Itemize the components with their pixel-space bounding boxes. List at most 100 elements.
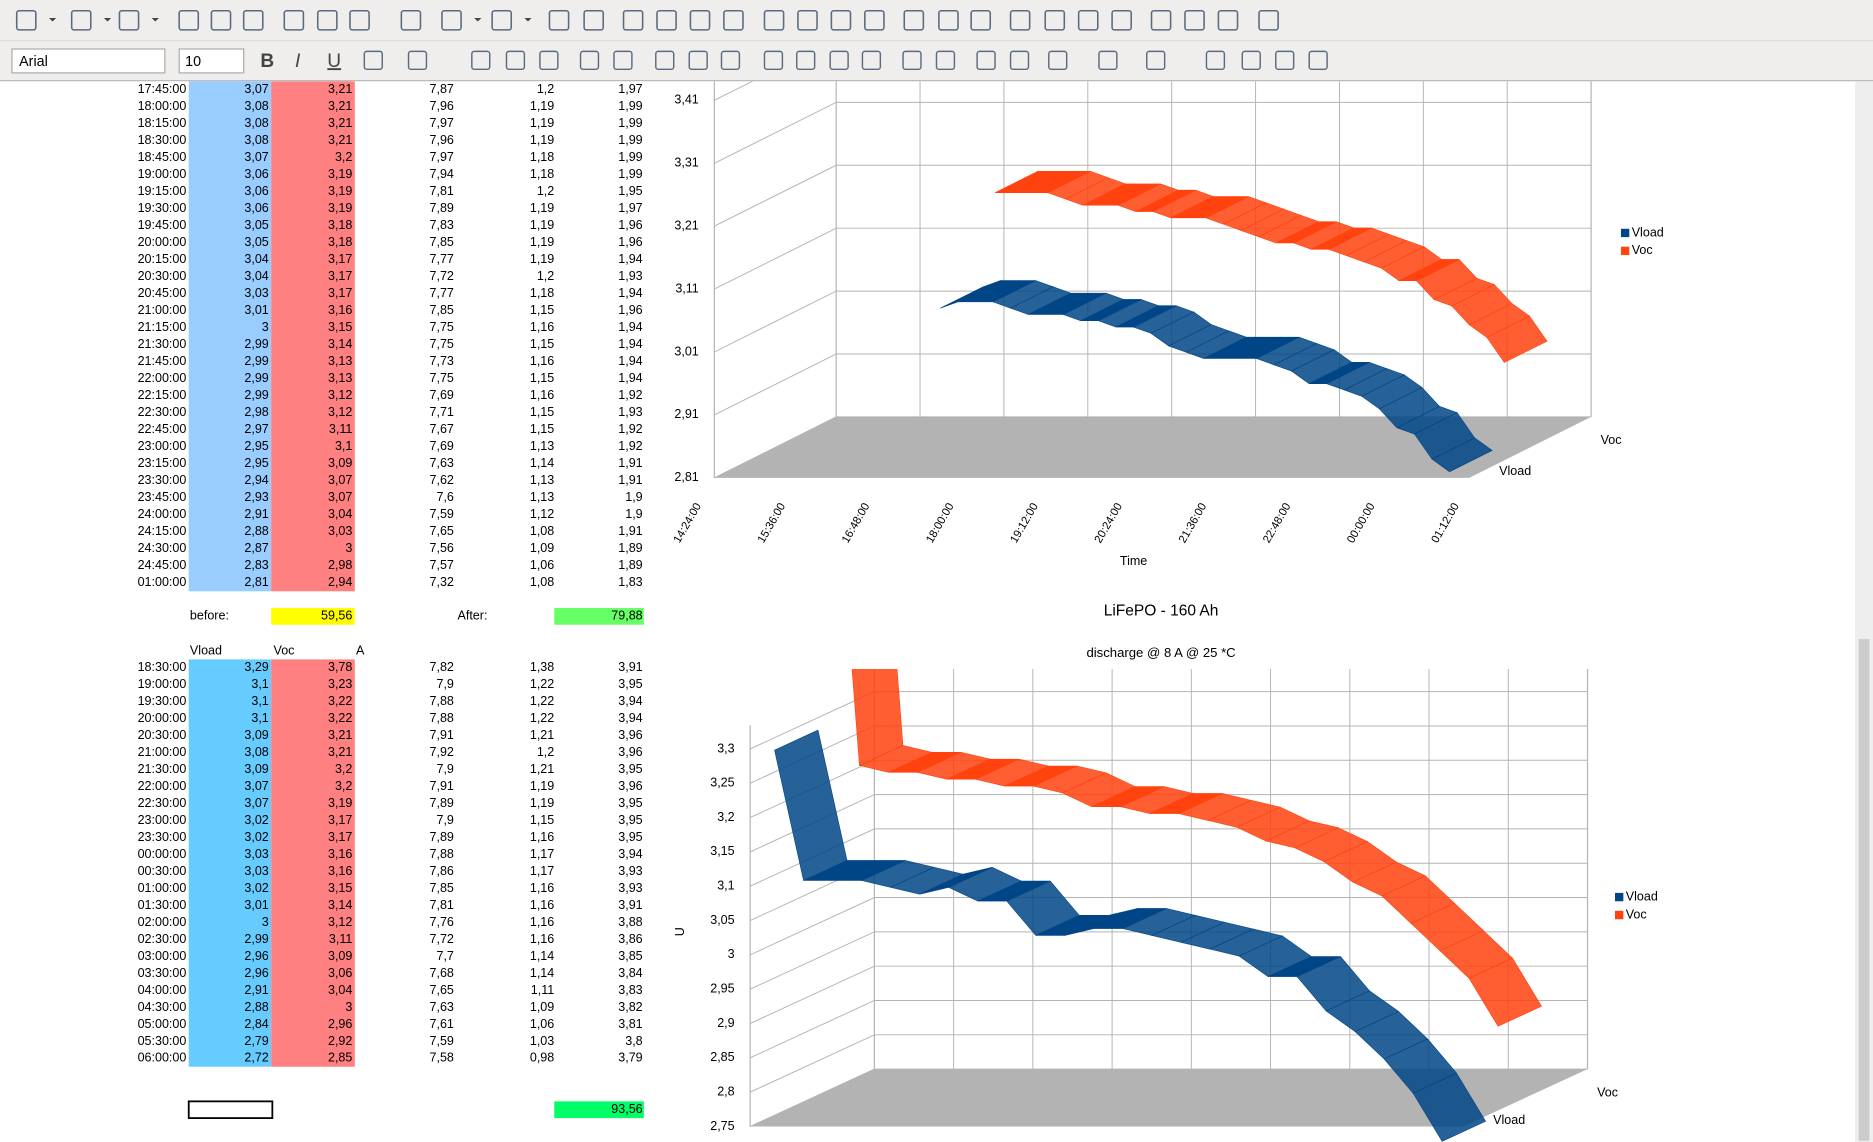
toolbar-icon[interactable] bbox=[349, 9, 370, 31]
cell: 7,88 bbox=[430, 847, 454, 861]
toolbar-icon[interactable] bbox=[864, 9, 885, 31]
toolbar-icon[interactable] bbox=[579, 50, 600, 71]
toolbar-icon[interactable] bbox=[1009, 9, 1031, 31]
toolbar-icon[interactable] bbox=[491, 9, 513, 31]
toolbar-icon[interactable] bbox=[723, 9, 744, 31]
toolbar-icon[interactable] bbox=[1077, 9, 1099, 31]
toolbar-icon[interactable] bbox=[829, 50, 849, 71]
cell: 7,56 bbox=[430, 541, 454, 555]
toolbar-icon[interactable] bbox=[830, 9, 852, 31]
toolbar-icon[interactable] bbox=[689, 9, 711, 31]
toolbar-icon[interactable] bbox=[400, 9, 422, 31]
toolbar-icon[interactable] bbox=[548, 9, 570, 31]
cell: 2,83 bbox=[244, 558, 268, 572]
cell: 3,13 bbox=[328, 371, 352, 385]
toolbar-icon[interactable] bbox=[471, 50, 491, 71]
cell: 3,17 bbox=[328, 269, 352, 283]
cell: 7,7 bbox=[436, 949, 453, 963]
toolbar-icon[interactable] bbox=[1184, 9, 1205, 31]
underline-button[interactable]: U bbox=[327, 51, 341, 72]
toolbar-icon[interactable] bbox=[903, 9, 925, 31]
cell: 1,16 bbox=[530, 932, 554, 946]
toolbar-icon[interactable] bbox=[70, 9, 92, 31]
toolbar-icon[interactable] bbox=[583, 9, 605, 31]
font-size-box[interactable] bbox=[178, 48, 245, 74]
toolbar-icon[interactable] bbox=[1308, 50, 1328, 71]
toolbar-icon[interactable] bbox=[655, 50, 675, 71]
toolbar-icon[interactable] bbox=[797, 9, 818, 31]
toolbar-icon[interactable] bbox=[1111, 9, 1132, 31]
scrollbar-thumb[interactable] bbox=[1858, 639, 1870, 1141]
toolbar-icon[interactable] bbox=[1258, 9, 1279, 31]
dropdown-arrow[interactable] bbox=[48, 17, 57, 22]
toolbar-icon[interactable] bbox=[283, 9, 305, 31]
vload-column-bg bbox=[188, 659, 272, 1067]
toolbar-icon[interactable] bbox=[622, 9, 644, 31]
toolbar-icon[interactable] bbox=[178, 9, 200, 31]
toolbar-icon[interactable] bbox=[1009, 50, 1030, 71]
cell: 3,04 bbox=[328, 983, 352, 997]
cell: 7,97 bbox=[430, 150, 454, 164]
toolbar-icon[interactable] bbox=[1150, 9, 1172, 31]
toolbar-icon[interactable] bbox=[363, 50, 383, 71]
toolbar-icon[interactable] bbox=[15, 9, 37, 31]
cell: 7,88 bbox=[430, 694, 454, 708]
toolbar-icon[interactable] bbox=[763, 50, 784, 71]
toolbar-icon[interactable] bbox=[796, 50, 816, 71]
toolbar-icon[interactable] bbox=[720, 50, 741, 71]
font-name-box[interactable] bbox=[11, 48, 166, 74]
cell: 79,88 bbox=[611, 609, 642, 623]
cell: 3,01 bbox=[244, 898, 268, 912]
cell: 2,79 bbox=[244, 1034, 268, 1048]
toolbar-icon[interactable] bbox=[1044, 9, 1066, 31]
toolbar-icon[interactable] bbox=[656, 9, 677, 31]
selected-cell[interactable] bbox=[187, 1100, 274, 1119]
toolbar-icon[interactable] bbox=[316, 9, 338, 31]
toolbar-icon[interactable] bbox=[763, 9, 785, 31]
legend-swatch bbox=[1614, 910, 1624, 920]
dropdown-arrow[interactable] bbox=[151, 17, 159, 22]
y-tick-label: 2,9 bbox=[717, 1016, 734, 1030]
x-tick-label: 18:00:00 bbox=[924, 501, 956, 545]
toolbar-icon[interactable] bbox=[1048, 50, 1068, 71]
cell: 1,19 bbox=[530, 133, 554, 147]
cell: 2,97 bbox=[244, 422, 268, 436]
toolbar-icon[interactable] bbox=[1146, 50, 1166, 71]
cell: 3,07 bbox=[328, 473, 352, 487]
toolbar-icon[interactable] bbox=[242, 9, 264, 31]
dropdown-arrow[interactable] bbox=[474, 17, 482, 22]
toolbar-icon[interactable] bbox=[1217, 9, 1239, 31]
toolbar-icon[interactable] bbox=[861, 50, 882, 71]
toolbar-icon[interactable] bbox=[1275, 50, 1295, 71]
cell: 3,15 bbox=[328, 320, 352, 334]
toolbar-icon[interactable] bbox=[976, 50, 996, 71]
toolbar-icon[interactable] bbox=[1241, 50, 1261, 71]
cell: 21:00:00 bbox=[138, 745, 187, 759]
toolbar-icon[interactable] bbox=[441, 9, 462, 31]
toolbar-icon[interactable] bbox=[1205, 50, 1226, 71]
column-header: A bbox=[356, 643, 365, 657]
cell: 20:00:00 bbox=[138, 711, 187, 725]
toolbar-icon[interactable] bbox=[935, 50, 956, 71]
toolbar-icon[interactable] bbox=[613, 50, 633, 71]
cell: 3,09 bbox=[328, 949, 352, 963]
toolbar-icon[interactable] bbox=[539, 50, 559, 71]
toolbar-icon[interactable] bbox=[210, 9, 232, 31]
toolbar-icon[interactable] bbox=[407, 50, 428, 71]
toolbar-icon[interactable] bbox=[970, 9, 992, 31]
dropdown-arrow[interactable] bbox=[524, 17, 532, 22]
dropdown-arrow[interactable] bbox=[103, 17, 112, 22]
cell: 3,82 bbox=[618, 1000, 642, 1014]
cell: 3,07 bbox=[244, 796, 268, 810]
toolbar-icon[interactable] bbox=[902, 50, 922, 71]
italic-button[interactable]: I bbox=[295, 51, 301, 72]
bold-button[interactable]: B bbox=[260, 51, 274, 72]
toolbar-icon[interactable] bbox=[688, 50, 708, 71]
toolbar-icon[interactable] bbox=[1098, 50, 1118, 71]
cell: 3,95 bbox=[618, 813, 642, 827]
toolbar-icon[interactable] bbox=[505, 50, 526, 71]
toolbar-icon[interactable] bbox=[938, 9, 959, 31]
depth-label: Voc bbox=[1601, 433, 1622, 447]
toolbar-icon[interactable] bbox=[118, 9, 140, 31]
cell: 1,99 bbox=[618, 133, 642, 147]
